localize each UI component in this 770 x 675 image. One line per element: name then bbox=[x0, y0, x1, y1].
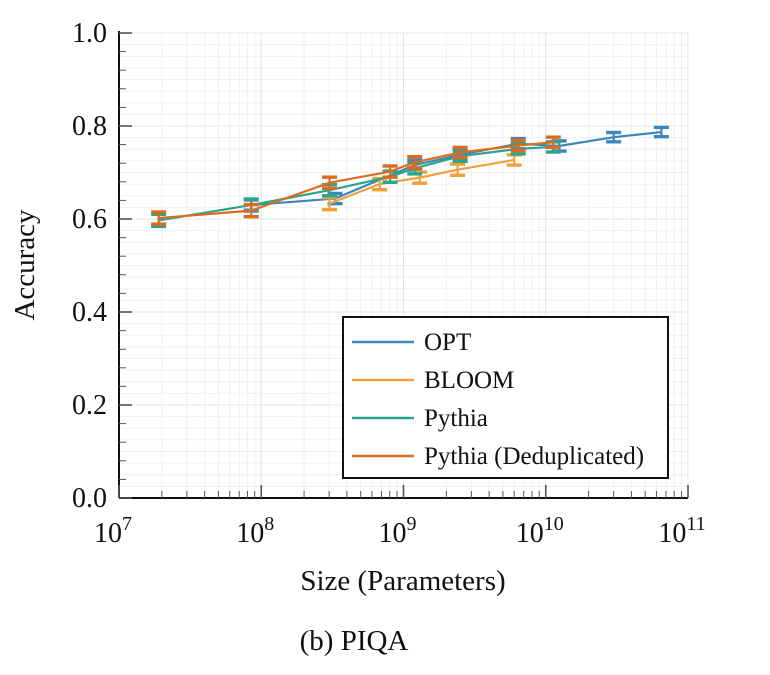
series-line bbox=[158, 145, 554, 222]
x-tick-label: 109 bbox=[379, 513, 417, 549]
series-bloom bbox=[322, 153, 522, 212]
legend-box bbox=[342, 316, 669, 479]
y-axis-label: Accuracy bbox=[9, 209, 41, 321]
data-series bbox=[151, 125, 669, 229]
series-line bbox=[158, 141, 554, 220]
legend-label: Pythia bbox=[424, 405, 488, 432]
y-tick-label: 0.6 bbox=[72, 204, 107, 235]
y-tick-label: 0.4 bbox=[72, 297, 107, 328]
x-tick-label: 108 bbox=[236, 513, 274, 549]
x-tick-label: 1010 bbox=[516, 513, 564, 549]
y-tick-label: 0.0 bbox=[72, 483, 107, 514]
x-tick-label: 1011 bbox=[658, 513, 705, 549]
tick-labels: 0.0 0.2 0.4 0.6 0.8 1.0 107 108 109 1010 1011 bbox=[72, 18, 706, 549]
legend-label: BLOOM bbox=[424, 367, 514, 394]
legend-label: OPT bbox=[424, 329, 471, 356]
legend-label: Pythia (Deduplicated) bbox=[424, 443, 644, 470]
axes bbox=[118, 31, 689, 499]
y-tick-label: 0.8 bbox=[72, 111, 107, 142]
series-pythia-deduplicated- bbox=[151, 135, 561, 226]
series-opt bbox=[243, 125, 669, 212]
y-tick-label: 1.0 bbox=[72, 18, 107, 49]
y-tick-label: 0.2 bbox=[72, 390, 107, 421]
legend: OPT BLOOM Pythia Pythia (Deduplicated) bbox=[342, 316, 669, 479]
x-tick-label: 107 bbox=[94, 513, 132, 549]
figure-caption: (b) PIQA bbox=[300, 625, 409, 657]
x-axis-label: Size (Parameters) bbox=[300, 565, 505, 597]
